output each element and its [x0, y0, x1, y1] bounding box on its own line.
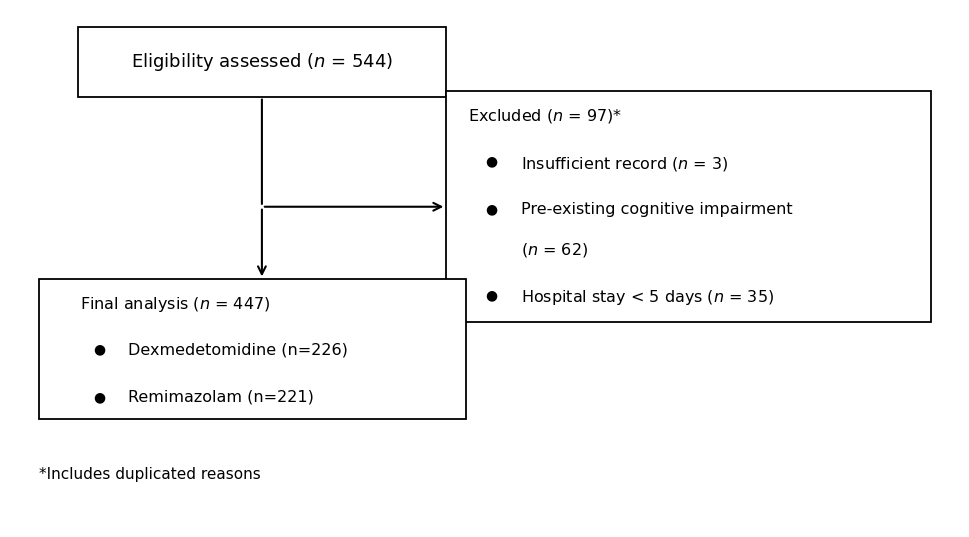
Text: Dexmedetomidine (n=226): Dexmedetomidine (n=226) — [128, 343, 348, 358]
Text: ●: ● — [485, 202, 497, 216]
Text: Remimazolam (n=221): Remimazolam (n=221) — [128, 390, 314, 405]
Bar — [78, 27, 446, 97]
Text: ($\it{n}$ = 62): ($\it{n}$ = 62) — [520, 241, 587, 259]
Text: ●: ● — [93, 343, 105, 357]
Text: Eligibility assessed ($\it{n}$ = 544): Eligibility assessed ($\it{n}$ = 544) — [131, 51, 392, 72]
Text: Insufficient record ($\it{n}$ = 3): Insufficient record ($\it{n}$ = 3) — [520, 155, 728, 173]
Text: *Includes duplicated reasons: *Includes duplicated reasons — [39, 467, 261, 482]
Text: Pre-existing cognitive impairment: Pre-existing cognitive impairment — [520, 202, 792, 217]
Text: ●: ● — [93, 390, 105, 404]
Text: Hospital stay < 5 days ($\it{n}$ = 35): Hospital stay < 5 days ($\it{n}$ = 35) — [520, 288, 773, 307]
Bar — [39, 279, 465, 419]
Text: ●: ● — [485, 288, 497, 302]
Text: ●: ● — [485, 155, 497, 169]
Text: Final analysis ($\it{n}$ = 447): Final analysis ($\it{n}$ = 447) — [79, 295, 269, 314]
Bar — [446, 91, 930, 322]
Text: Excluded ($\it{n}$ = 97)*: Excluded ($\it{n}$ = 97)* — [467, 107, 621, 126]
